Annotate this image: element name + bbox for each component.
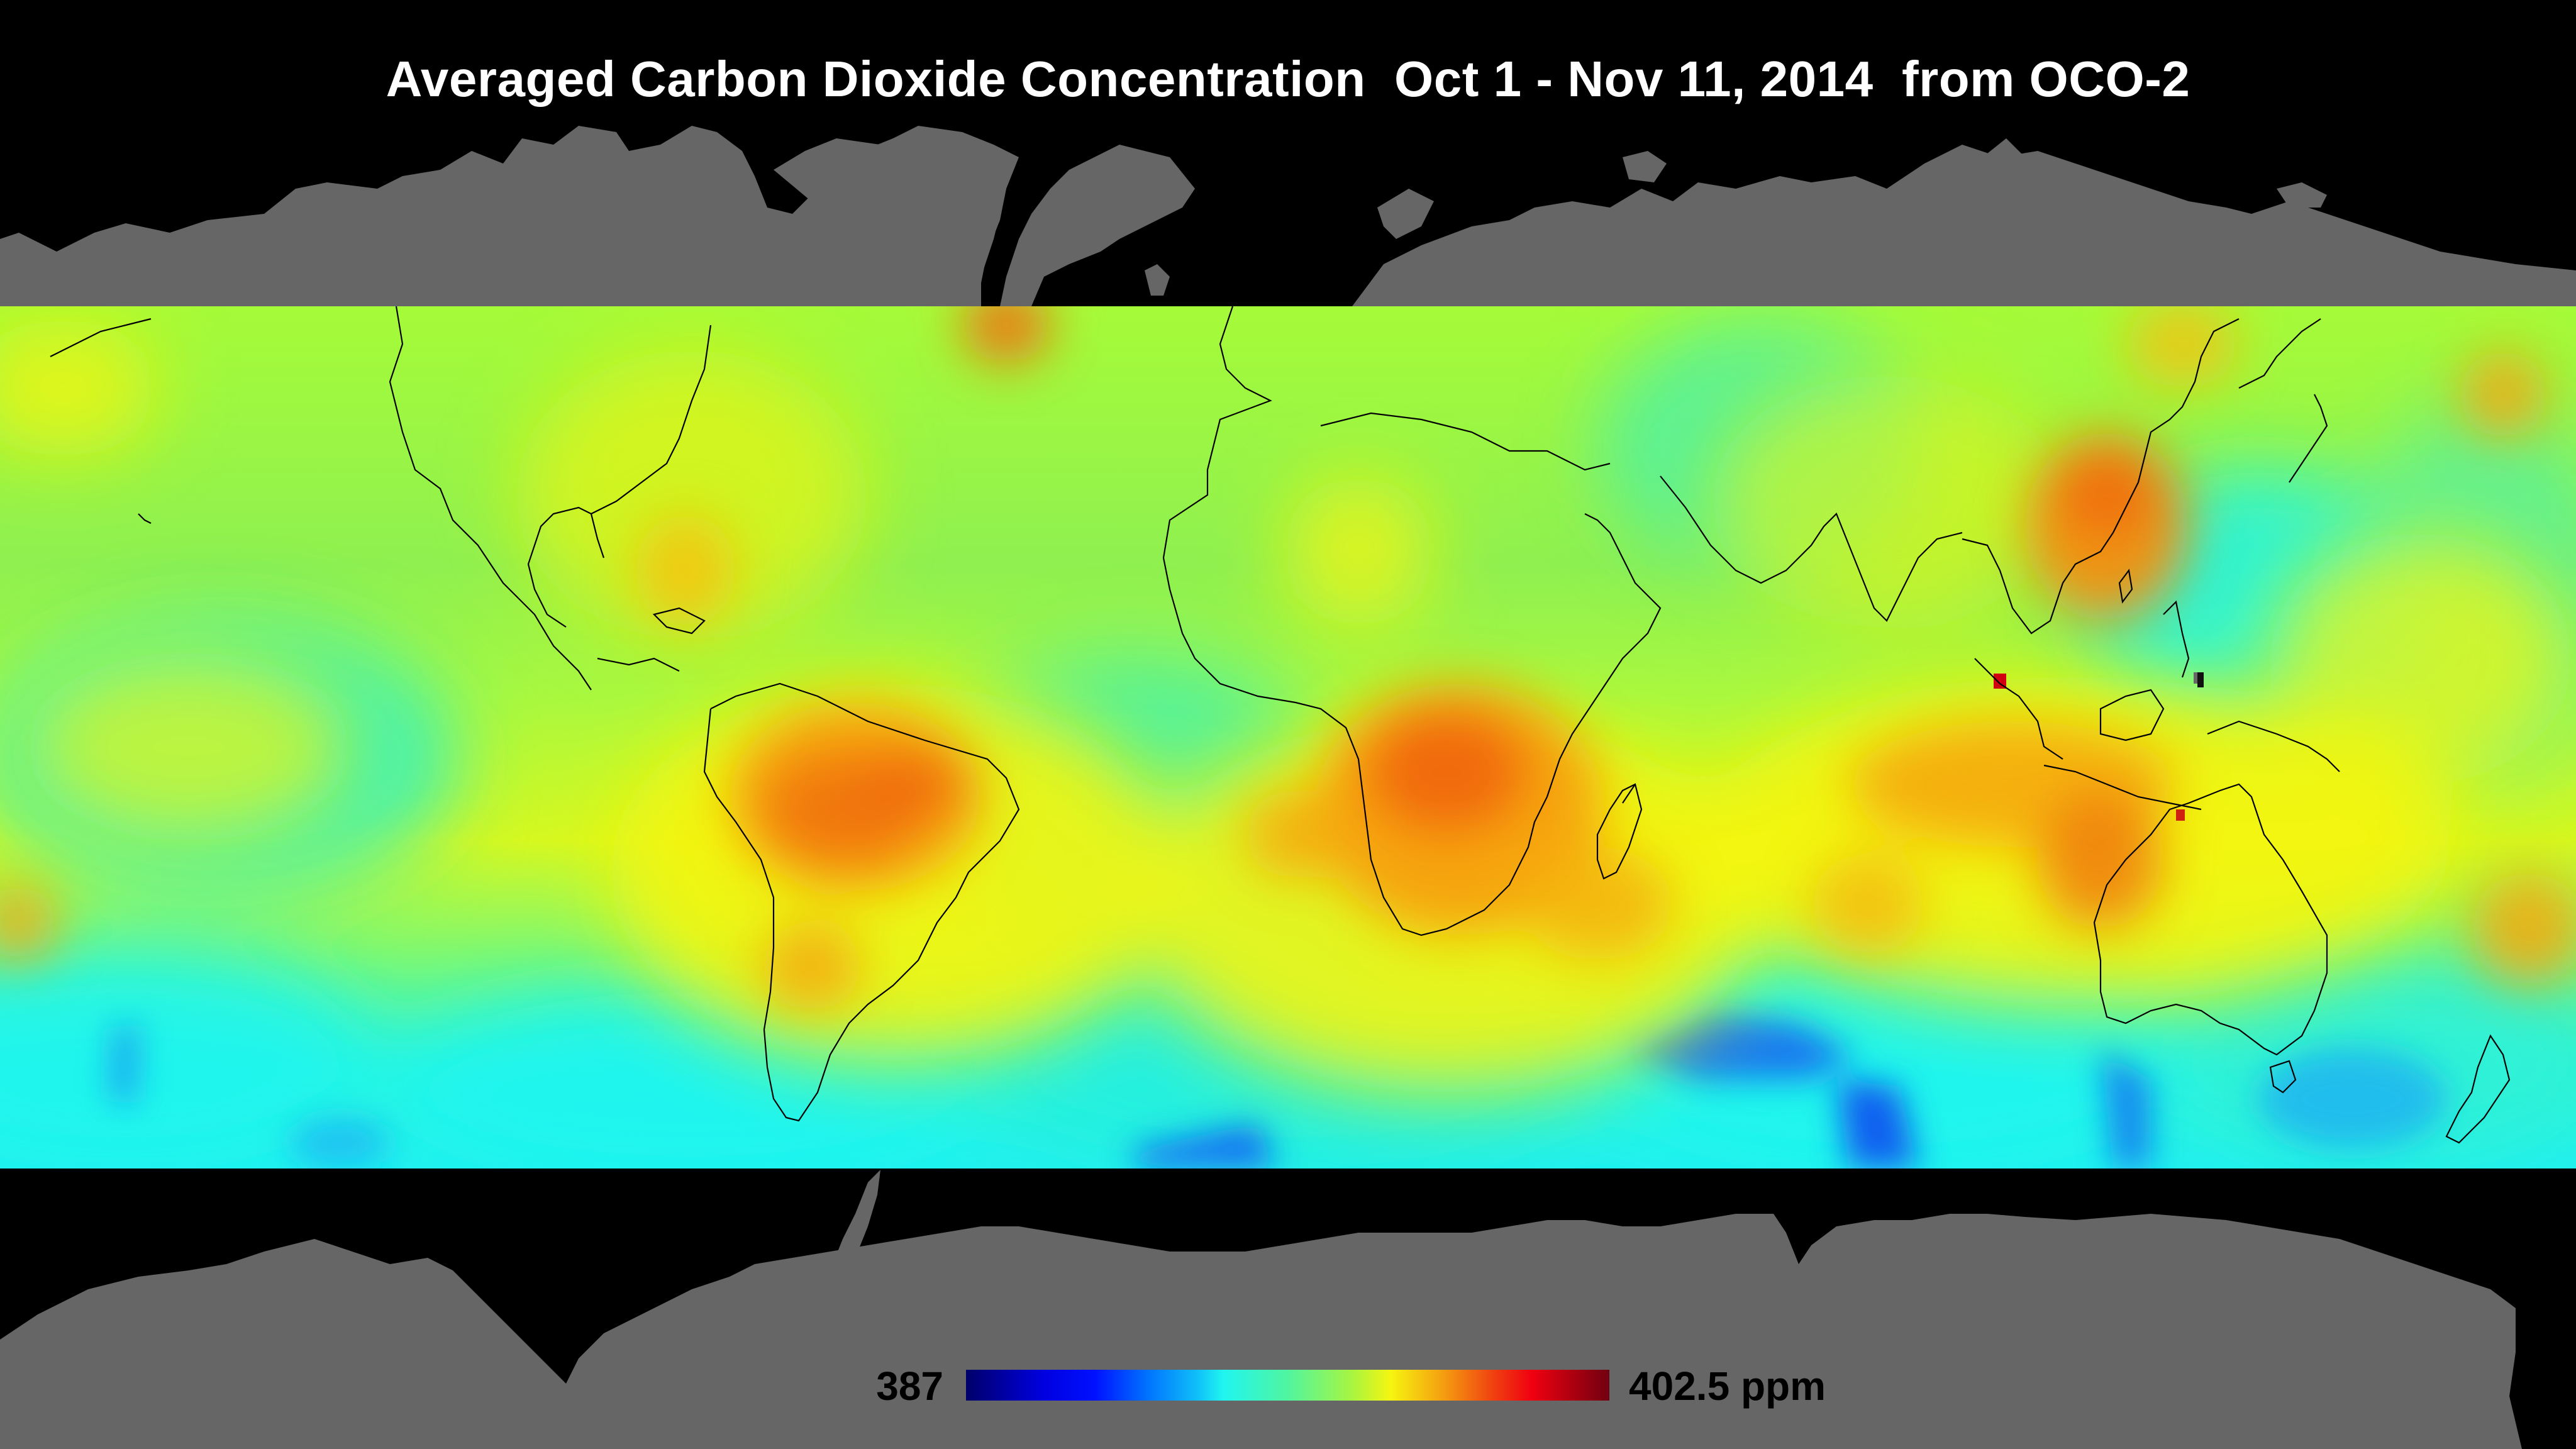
colorbar-min-label: 387 bbox=[876, 1363, 943, 1409]
coastlines bbox=[50, 306, 2511, 1144]
northern-landmass bbox=[0, 126, 2576, 306]
co2-data-band bbox=[0, 306, 2576, 1169]
colorbar bbox=[966, 1370, 1609, 1401]
lowest-co2-spots bbox=[110, 1011, 2446, 1169]
high-co2-zones bbox=[0, 306, 2576, 1011]
antarctica bbox=[0, 1170, 2522, 1449]
no-data-artifact bbox=[2197, 672, 2204, 687]
map-title: Averaged Carbon Dioxide Concentration Oc… bbox=[386, 51, 2190, 107]
co2-concentration-field bbox=[0, 306, 2576, 1169]
no-data-artifact-gray bbox=[2194, 672, 2197, 684]
red-artifact-2 bbox=[2176, 809, 2185, 821]
red-artifact bbox=[1994, 674, 2006, 689]
colorbar-max-label: 402.5 ppm bbox=[1629, 1363, 1826, 1409]
